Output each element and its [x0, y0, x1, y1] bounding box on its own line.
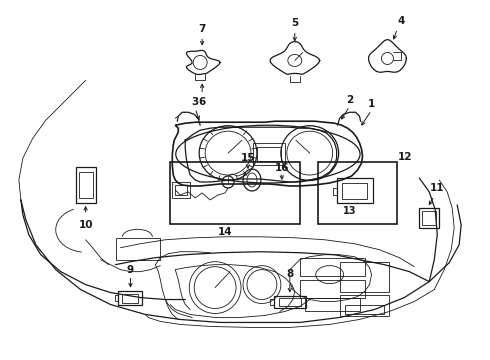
Bar: [300, 258, 365, 276]
Bar: [422, 211, 436, 225]
Text: 8: 8: [286, 269, 294, 279]
Bar: [75, 167, 96, 203]
Bar: [253, 143, 285, 165]
Text: 4: 4: [398, 15, 405, 26]
Bar: [419, 208, 439, 228]
Text: 9: 9: [127, 265, 134, 275]
Bar: [340, 262, 390, 292]
Bar: [318, 162, 397, 224]
Bar: [175, 185, 187, 195]
Text: 6: 6: [198, 97, 206, 107]
Bar: [119, 291, 143, 305]
Text: 13: 13: [343, 206, 356, 216]
Text: 15: 15: [241, 153, 255, 163]
Text: 5: 5: [291, 18, 298, 28]
Bar: [279, 298, 301, 306]
Bar: [116, 238, 160, 260]
Bar: [300, 280, 365, 298]
Bar: [257, 147, 281, 161]
Bar: [340, 294, 390, 316]
Text: 10: 10: [78, 220, 93, 230]
Text: 14: 14: [218, 227, 232, 237]
Bar: [342, 183, 367, 199]
Text: 16: 16: [274, 163, 289, 173]
Bar: [122, 293, 138, 302]
Text: 7: 7: [198, 24, 206, 33]
Text: 11: 11: [430, 183, 444, 193]
Text: 3: 3: [192, 97, 199, 107]
Bar: [344, 305, 385, 315]
Bar: [78, 172, 93, 198]
Bar: [274, 296, 306, 307]
Text: 1: 1: [368, 99, 375, 109]
Bar: [337, 178, 372, 203]
Text: 2: 2: [346, 95, 353, 105]
Bar: [305, 298, 360, 311]
Bar: [172, 182, 190, 198]
Bar: [171, 162, 300, 224]
Text: 12: 12: [398, 152, 413, 162]
